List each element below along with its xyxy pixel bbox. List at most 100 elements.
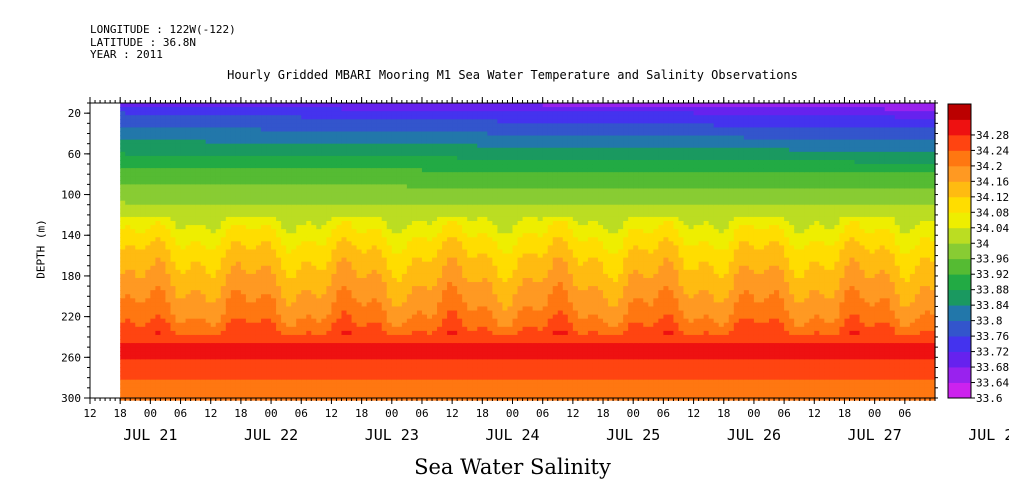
heatmap-cell [286, 131, 292, 137]
heatmap-cell [452, 379, 458, 385]
heatmap-cell [426, 339, 433, 344]
heatmap-cell [271, 326, 277, 332]
heatmap-cell [437, 367, 443, 373]
heatmap-cell [432, 294, 438, 299]
heatmap-cell [135, 176, 141, 181]
heatmap-cell [130, 310, 136, 316]
heatmap-cell [140, 326, 146, 332]
heatmap-cell [150, 200, 156, 206]
heatmap-cell [351, 233, 358, 238]
heatmap-cell [190, 383, 197, 389]
heatmap-cell [391, 188, 398, 194]
heatmap-cell [220, 359, 227, 365]
heatmap-cell [210, 245, 217, 251]
heatmap-cell [261, 168, 267, 173]
heatmap-cell [170, 204, 177, 210]
heatmap-cell [306, 241, 312, 247]
heatmap-cell [391, 261, 398, 267]
heatmap-cell [276, 343, 282, 348]
heatmap-cell [185, 391, 192, 397]
heatmap-cell [291, 139, 297, 145]
heatmap-cell [255, 273, 262, 279]
heatmap-cell [406, 334, 413, 340]
heatmap-cell [432, 355, 438, 360]
heatmap-cell [175, 273, 182, 279]
heatmap-cell [225, 111, 232, 116]
heatmap-cell [195, 127, 202, 133]
heatmap-cell [125, 111, 131, 116]
heatmap-cell [250, 225, 257, 230]
heatmap-cell [210, 318, 217, 324]
heatmap-cell [291, 119, 297, 124]
heatmap-cell [321, 168, 327, 173]
heatmap-cell [321, 347, 327, 352]
heatmap-cell [266, 233, 272, 238]
heatmap-cell [326, 103, 333, 108]
heatmap-cell [240, 375, 247, 381]
heatmap-cell [286, 135, 292, 141]
heatmap-cell [457, 127, 463, 133]
heatmap-cell [321, 391, 327, 397]
heatmap-cell [316, 326, 322, 332]
heatmap-cell [411, 249, 418, 255]
heatmap-cell [250, 363, 257, 369]
heatmap-cell [416, 196, 423, 202]
heatmap-cell [311, 143, 317, 149]
heatmap-cell [437, 363, 443, 369]
heatmap-cell [255, 229, 262, 234]
heatmap-cell [391, 322, 398, 328]
heatmap-cell [185, 371, 192, 377]
heatmap-cell [170, 196, 177, 202]
heatmap-cell [301, 363, 307, 369]
heatmap-cell [356, 204, 363, 210]
heatmap-cell [200, 245, 207, 251]
heatmap-cell [281, 265, 287, 271]
heatmap-cell [311, 367, 317, 373]
heatmap-cell [361, 168, 368, 173]
heatmap-cell [230, 282, 237, 287]
heatmap-cell [235, 363, 242, 369]
heatmap-cell [205, 151, 212, 157]
heatmap-cell [381, 314, 388, 320]
heatmap-cell [286, 269, 292, 275]
heatmap-cell [286, 245, 292, 251]
heatmap-cell [401, 343, 408, 348]
heatmap-cell [296, 155, 302, 161]
heatmap-cell [190, 355, 197, 360]
heatmap-cell [261, 143, 267, 149]
heatmap-cell [442, 294, 448, 299]
heatmap-cell [361, 139, 368, 145]
heatmap-cell [281, 277, 287, 283]
heatmap-cell [401, 387, 408, 393]
heatmap-cell [170, 310, 177, 316]
heatmap-cell [301, 318, 307, 324]
heatmap-cell [401, 204, 408, 210]
heatmap-cell [426, 196, 433, 202]
heatmap-cell [457, 229, 463, 234]
heatmap-cell [301, 196, 307, 202]
heatmap-cell [396, 314, 403, 320]
heatmap-cell [371, 298, 378, 303]
heatmap-cell [145, 123, 151, 129]
heatmap-cell [271, 176, 277, 181]
heatmap-cell [321, 334, 327, 340]
heatmap-cell [341, 184, 348, 190]
heatmap-cell [255, 188, 262, 194]
heatmap-cell [261, 277, 267, 283]
heatmap-cell [371, 371, 378, 377]
heatmap-cell [291, 164, 297, 169]
heatmap-cell [426, 379, 433, 385]
heatmap-cell [442, 229, 448, 234]
heatmap-cell [175, 155, 182, 161]
heatmap-cell [281, 282, 287, 287]
heatmap-cell [125, 107, 131, 112]
heatmap-cell [391, 155, 398, 161]
heatmap-cell [432, 277, 438, 283]
heatmap-cell [457, 269, 463, 275]
heatmap-cell [301, 387, 307, 393]
heatmap-cell [381, 233, 388, 238]
heatmap-cell [401, 155, 408, 161]
heatmap-cell [281, 294, 287, 299]
heatmap-cell [341, 330, 348, 336]
heatmap-cell [190, 351, 197, 356]
